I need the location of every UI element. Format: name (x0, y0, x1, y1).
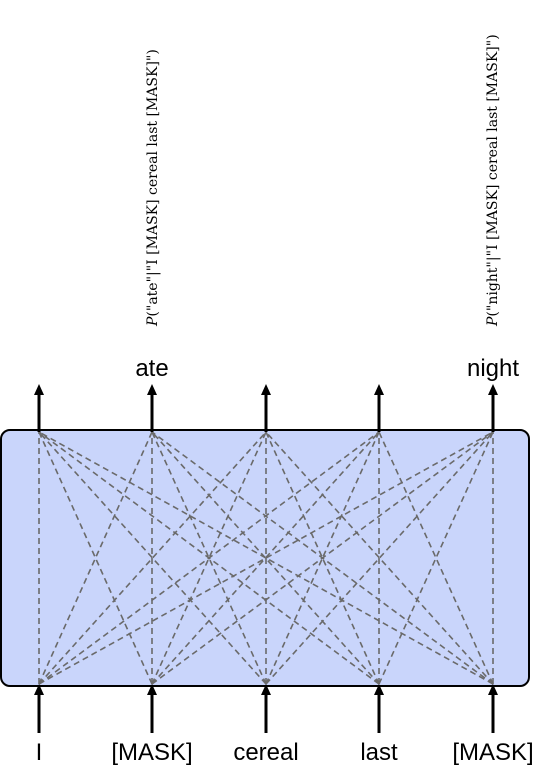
input-token-cereal: cereal (233, 739, 298, 766)
output-token-ate: ate (135, 355, 168, 382)
attention-line (151, 431, 267, 685)
attention-line (378, 431, 494, 685)
input-arrow (374, 684, 384, 733)
attention-line (38, 431, 380, 685)
probability-prefix: P (145, 316, 161, 327)
output-arrow (147, 384, 157, 432)
probability-expression: ("night"|"I [MASK] cereal last [MASK]") (485, 34, 501, 316)
attention-line (38, 431, 267, 685)
input-token-i: I (36, 739, 43, 766)
attention-line (38, 431, 494, 685)
attention-line (265, 431, 380, 685)
input-arrow (488, 684, 498, 733)
input-arrow (34, 684, 44, 733)
attention-line (38, 431, 153, 685)
input-arrow (261, 684, 271, 733)
probability-expression: ("ate"|"I [MASK] cereal last [MASK]") (145, 49, 161, 316)
input-token-mask-2: [MASK] (452, 739, 533, 766)
input-arrow (147, 684, 157, 733)
probability-prefix: P (485, 316, 501, 327)
output-arrow (34, 384, 44, 432)
probability-label-night: P("night"|"I [MASK] cereal last [MASK]") (485, 34, 501, 327)
input-token-last: last (360, 739, 398, 766)
attention-line (38, 431, 267, 685)
attention-line (265, 431, 380, 685)
input-token-mask-1: [MASK] (111, 739, 192, 766)
attention-line (151, 431, 380, 685)
attention-line (265, 431, 494, 685)
output-token-night: night (467, 355, 519, 382)
attention-line (265, 431, 494, 685)
arrows (34, 384, 498, 733)
attention-line (38, 431, 494, 685)
attention-line (378, 431, 494, 685)
attention-line (151, 431, 494, 685)
attention-line (151, 431, 380, 685)
attention-connections (38, 431, 494, 685)
output-arrow (488, 384, 498, 432)
output-arrow (261, 384, 271, 432)
attention-line (151, 431, 267, 685)
output-arrow (374, 384, 384, 432)
attention-line (38, 431, 153, 685)
probability-label-ate: P("ate"|"I [MASK] cereal last [MASK]") (145, 49, 161, 327)
